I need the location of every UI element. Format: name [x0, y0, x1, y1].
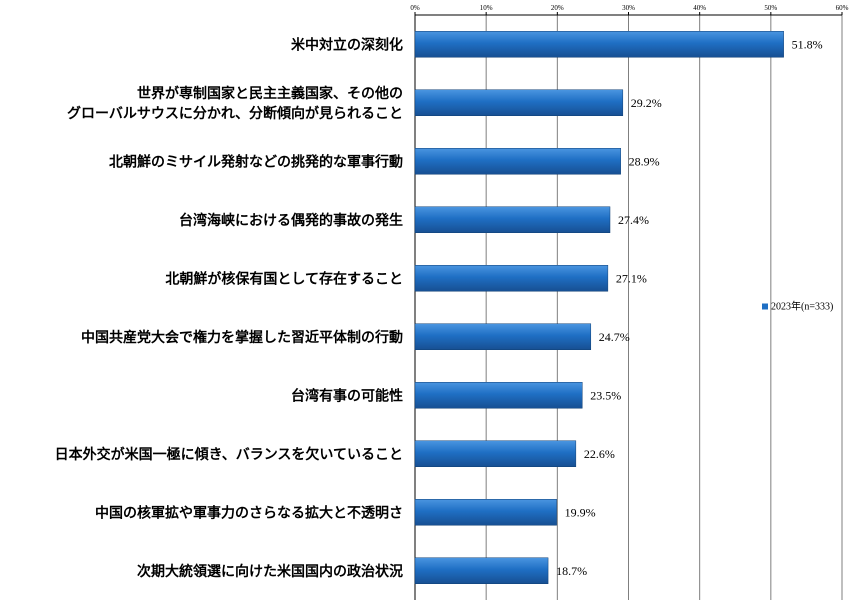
bar — [414, 499, 557, 526]
legend: 2023年(n=333) — [762, 300, 833, 313]
data-label: 23.5% — [590, 388, 621, 402]
data-label: 19.9% — [565, 505, 596, 519]
data-label: 18.7% — [556, 564, 587, 578]
category-label: 米中対立の深刻化 — [291, 36, 403, 53]
category-labels: 米中対立の深刻化世界が専制国家と民主主義国家、その他のグローバルサウスに分かれ、… — [55, 36, 403, 580]
bar — [414, 557, 549, 584]
data-label: 51.8% — [792, 37, 823, 51]
data-label: 24.7% — [599, 330, 630, 344]
category-label: 日本外交が米国一極に傾き、バランスを欠いていること — [55, 446, 403, 463]
x-tick-label: 40% — [693, 4, 706, 12]
data-label: 29.2% — [631, 96, 662, 110]
category-label: 世界が専制国家と民主主義国家、その他の — [137, 85, 403, 102]
legend-swatch — [762, 303, 768, 310]
category-label: 台湾海峡における偶発的事故の発生 — [179, 212, 403, 229]
data-label: 22.6% — [584, 447, 615, 461]
category-label: グローバルサウスに分かれ、分断傾向が見られること — [67, 105, 403, 122]
x-axis-ticks: 0% 10% 20% 30% 40% 50% 60% — [410, 4, 849, 15]
bars — [414, 31, 784, 584]
x-tick-label: 10% — [480, 4, 493, 12]
x-tick-label: 20% — [551, 4, 564, 12]
category-label: 北朝鮮が核保有国として存在すること — [165, 270, 403, 287]
data-label: 28.9% — [629, 154, 660, 168]
x-tick-label: 50% — [764, 4, 777, 12]
category-label: 中国の核軍拡や軍事力のさらなる拡大と不透明さ — [95, 504, 403, 521]
legend-label: 2023年(n=333) — [771, 300, 833, 313]
bar — [414, 382, 583, 409]
x-tick-label: 0% — [410, 4, 420, 12]
x-tick-label: 60% — [836, 4, 849, 12]
x-tick-label: 30% — [622, 4, 635, 12]
bar — [414, 89, 624, 116]
bar — [414, 323, 592, 350]
bar — [414, 265, 609, 292]
bar — [414, 148, 621, 175]
value-labels: 51.8% 29.2% 28.9% 27.4% 27.1% 24.7% 23.5% 22.6%… — [556, 37, 823, 578]
category-label: 中国共産党大会で権力を掌握した習近平体制の行動 — [81, 329, 403, 346]
bar — [414, 31, 784, 58]
data-label: 27.1% — [616, 271, 647, 285]
bar — [414, 440, 577, 467]
bar — [414, 206, 611, 233]
category-label: 次期大統領選に向けた米国国内の政治状況 — [137, 563, 403, 580]
category-label: 台湾有事の可能性 — [291, 387, 403, 404]
category-label: 北朝鮮のミサイル発射などの挑発的な軍事行動 — [109, 153, 403, 170]
data-label: 27.4% — [618, 213, 649, 227]
